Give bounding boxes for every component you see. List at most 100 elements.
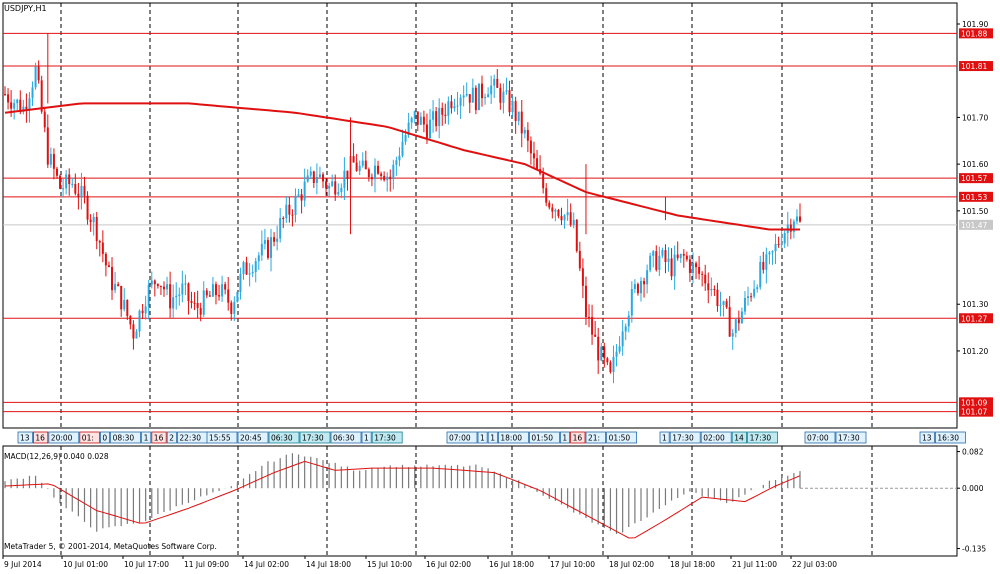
candle-body — [346, 170, 349, 179]
event-marker — [206, 431, 238, 444]
event-marker-label: 13 — [922, 434, 932, 443]
candle-body — [288, 204, 291, 215]
candle-body — [636, 284, 639, 294]
candle-body — [65, 174, 68, 189]
candle-body — [581, 268, 584, 286]
event-marker-label: 07:00 — [449, 434, 471, 443]
candle-body — [652, 251, 655, 256]
candle-body — [276, 238, 279, 242]
candle-body — [25, 106, 28, 110]
candle-body — [364, 160, 367, 170]
candle-body — [141, 310, 144, 314]
candle-body — [508, 90, 511, 113]
event-marker — [141, 431, 152, 444]
event-marker — [529, 431, 560, 444]
candle-body — [756, 287, 759, 289]
candle-body — [175, 295, 178, 298]
candle-body — [392, 164, 395, 180]
candle-body — [667, 258, 670, 262]
candle-body — [107, 265, 110, 267]
candle-body — [710, 288, 713, 291]
candle-body — [367, 169, 370, 178]
event-marker — [268, 431, 300, 444]
event-marker-label: 06:30 — [271, 434, 293, 443]
event-marker — [606, 431, 637, 444]
event-marker — [570, 431, 586, 444]
candle-body — [111, 266, 114, 291]
candle-body — [95, 216, 98, 242]
candle-body — [765, 254, 768, 270]
price-level-label: 101.81 — [961, 62, 987, 71]
candle-body — [334, 181, 337, 195]
candle-body — [318, 174, 321, 178]
candle-body — [676, 254, 679, 259]
candle-body — [117, 284, 120, 287]
candle-body — [502, 91, 505, 103]
candle-body — [331, 181, 334, 186]
candle-body — [4, 94, 6, 96]
candle-body — [68, 174, 71, 185]
time-tick-label: 18 Jul 02:00 — [609, 560, 654, 569]
price-level-label: 101.57 — [961, 174, 987, 183]
candle-body — [114, 284, 117, 291]
candle-body — [517, 111, 520, 121]
candle-body — [325, 181, 328, 189]
candle-body — [309, 171, 312, 176]
candle-body — [337, 192, 340, 195]
candle-body — [233, 301, 236, 314]
candle-body — [529, 140, 532, 154]
candle-body — [707, 283, 710, 291]
macd-tick-label: -0.135 — [962, 545, 986, 554]
candle-body — [178, 294, 181, 296]
candle-body — [104, 253, 107, 266]
event-marker — [477, 431, 488, 444]
candle-body — [520, 111, 523, 134]
candle-body — [263, 240, 266, 244]
candle-body — [603, 346, 606, 359]
event-marker — [79, 431, 100, 444]
time-tick-label: 17 Jul 10:00 — [550, 560, 595, 569]
candle-body — [591, 317, 594, 335]
time-tick-label: 16 Jul 18:00 — [489, 560, 534, 569]
event-marker-label: 1 — [662, 434, 667, 443]
event-marker-label: 17:30 — [838, 434, 860, 443]
event-marker-label: 1 — [562, 434, 567, 443]
candle-body — [771, 251, 774, 253]
price-level-badge — [959, 61, 993, 72]
candle-body — [713, 288, 716, 290]
candle-body — [377, 165, 380, 174]
price-tick-label: 101.60 — [962, 160, 988, 169]
candle-body — [542, 173, 545, 189]
time-tick-label: 11 Jul 09:00 — [184, 560, 229, 569]
candle-body — [750, 296, 753, 298]
candle-body — [358, 165, 361, 171]
candle-body — [266, 240, 269, 258]
candle-body — [762, 261, 765, 270]
candle-body — [172, 297, 175, 309]
candle-body — [658, 255, 661, 270]
event-marker-label: 2 — [169, 434, 174, 443]
candle-body — [211, 284, 214, 297]
price-level-badge — [959, 191, 993, 202]
candle-body — [89, 219, 92, 223]
candle-body — [435, 111, 438, 127]
candle-body — [132, 324, 135, 339]
candle-body — [441, 107, 444, 115]
candle-body — [682, 253, 685, 256]
candle-body — [554, 209, 557, 212]
event-marker-label: 1 — [364, 434, 369, 443]
macd-tick-label: 0.000 — [962, 484, 984, 493]
event-marker-label: 16 — [573, 434, 583, 443]
time-tick-label: 16 Jul 02:00 — [426, 560, 471, 569]
candle-body — [208, 295, 211, 297]
event-marker-label: 08:30 — [113, 434, 135, 443]
price-tick-label: 101.20 — [962, 347, 988, 356]
candle-body — [49, 153, 52, 165]
candle-body — [147, 284, 150, 307]
candle-body — [664, 250, 667, 262]
candle-body — [270, 237, 273, 258]
candle-body — [704, 274, 707, 284]
candle-body — [31, 87, 34, 99]
event-marker — [330, 431, 362, 444]
